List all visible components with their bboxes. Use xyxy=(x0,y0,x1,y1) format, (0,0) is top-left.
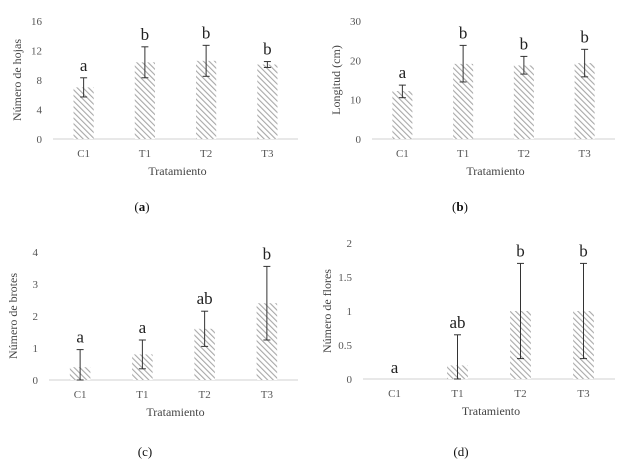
error-bar-t1 xyxy=(459,44,467,83)
x-tick-label: C1 xyxy=(74,389,87,401)
x-axis-title: Tratamiento xyxy=(148,164,206,178)
y-tick-label: 8 xyxy=(37,75,43,87)
significance-label: ab xyxy=(449,313,465,332)
x-tick-label: T2 xyxy=(514,388,526,400)
y-tick-label: 1 xyxy=(347,306,353,318)
error-bar-t2 xyxy=(202,44,210,77)
significance-label: b xyxy=(459,23,468,42)
x-tick-label: T3 xyxy=(261,148,274,160)
error-bar-t2 xyxy=(520,55,528,75)
bar-t1 xyxy=(453,63,474,139)
error-bar-c1 xyxy=(76,349,84,381)
y-axis-title: Longitud (cm) xyxy=(329,45,343,115)
chart-panel-d: 0 0.5 1 1.5 2 a C1 ab T1 b T2 b T3 Tratamiento Número … xyxy=(320,238,615,459)
x-tick-label: T1 xyxy=(457,148,469,160)
y-tick-label: 16 xyxy=(31,16,43,28)
y-tick-label: 20 xyxy=(350,55,362,67)
x-tick-label: T1 xyxy=(139,148,151,160)
panel-label: (d) xyxy=(453,444,468,459)
bar-t2 xyxy=(196,60,217,140)
error-bar-t3 xyxy=(263,61,271,68)
y-axis-title: Número de hojas xyxy=(10,39,24,121)
bar-t3 xyxy=(257,64,278,139)
y-axis-title: Número de flores xyxy=(320,269,334,353)
error-bar-t1 xyxy=(454,334,461,380)
x-tick-label: T2 xyxy=(200,148,212,160)
y-tick-label: 0.5 xyxy=(338,340,352,352)
error-bar-t2 xyxy=(517,262,524,360)
error-bar-t3 xyxy=(263,265,271,341)
y-tick-label: 0 xyxy=(37,134,43,146)
y-tick-label: 1.5 xyxy=(338,272,352,284)
panel-label: (a) xyxy=(134,199,149,214)
significance-label: b xyxy=(520,34,529,53)
y-axis-title: Número de brotes xyxy=(6,273,20,359)
y-tick-label: 4 xyxy=(37,105,43,117)
y-tick-label: 0 xyxy=(33,375,39,387)
panel-label: (b) xyxy=(452,199,468,214)
significance-label: a xyxy=(139,318,147,337)
error-bar-t3 xyxy=(581,48,589,78)
y-tick-label: 0 xyxy=(347,374,353,386)
x-axis-title: Tratamiento xyxy=(146,405,204,419)
y-tick-label: 10 xyxy=(350,95,362,107)
significance-label: ab xyxy=(197,289,213,308)
x-tick-label: T2 xyxy=(518,148,530,160)
error-bar-c1 xyxy=(398,84,406,99)
bar-t2 xyxy=(194,328,215,380)
x-tick-label: T3 xyxy=(577,388,590,400)
y-tick-label: 30 xyxy=(350,16,362,28)
significance-label: b xyxy=(263,244,272,263)
error-bar-t1 xyxy=(141,46,149,79)
y-tick-label: 3 xyxy=(33,279,39,291)
bar-c1 xyxy=(392,91,413,139)
significance-label: a xyxy=(399,63,407,82)
significance-label: b xyxy=(516,241,525,260)
x-tick-label: C1 xyxy=(396,148,409,160)
x-tick-label: T3 xyxy=(261,389,274,401)
significance-label: b xyxy=(579,241,588,260)
chart-panel-b: 0 10 20 30 a C1 b T1 b T2 b T3 Tratamiento Longitud (… xyxy=(329,16,615,214)
significance-label: a xyxy=(391,358,399,377)
bar-c1 xyxy=(73,87,94,139)
bar-t1 xyxy=(134,62,155,139)
error-bar-c1 xyxy=(80,77,88,98)
significance-label: a xyxy=(80,56,88,75)
error-bar-t1 xyxy=(138,339,146,370)
bar-t3 xyxy=(256,303,278,380)
y-tick-label: 1 xyxy=(33,343,39,355)
x-tick-label: T1 xyxy=(451,388,463,400)
y-tick-label: 0 xyxy=(356,134,362,146)
x-axis-title: Tratamiento xyxy=(462,404,520,418)
error-bar-t2 xyxy=(201,310,209,347)
chart-panel-c: 0 1 2 3 4 a C1 a T1 ab T2 b T3 Tratamiento Número de b… xyxy=(6,244,298,459)
y-tick-label: 12 xyxy=(31,46,42,58)
error-bar-t3 xyxy=(580,262,587,360)
x-tick-label: C1 xyxy=(388,388,401,400)
x-tick-label: T3 xyxy=(579,148,592,160)
x-tick-label: T1 xyxy=(136,389,148,401)
bar-t2 xyxy=(513,65,534,139)
significance-label: a xyxy=(76,328,84,347)
significance-label: b xyxy=(263,40,272,59)
y-tick-label: 4 xyxy=(33,247,39,259)
significance-label: b xyxy=(580,27,589,46)
x-tick-label: C1 xyxy=(77,148,90,160)
panel-label: (c) xyxy=(138,444,152,459)
y-tick-label: 2 xyxy=(347,238,353,250)
chart-panel-a: 0 4 8 12 16 a C1 b T1 b T2 b T3 Tratamiento Número de … xyxy=(10,16,298,214)
significance-label: b xyxy=(202,23,211,42)
y-tick-label: 2 xyxy=(33,311,39,323)
x-axis-title: Tratamiento xyxy=(466,164,524,178)
x-tick-label: T2 xyxy=(199,389,211,401)
significance-label: b xyxy=(141,25,150,44)
bar-t3 xyxy=(574,63,595,139)
